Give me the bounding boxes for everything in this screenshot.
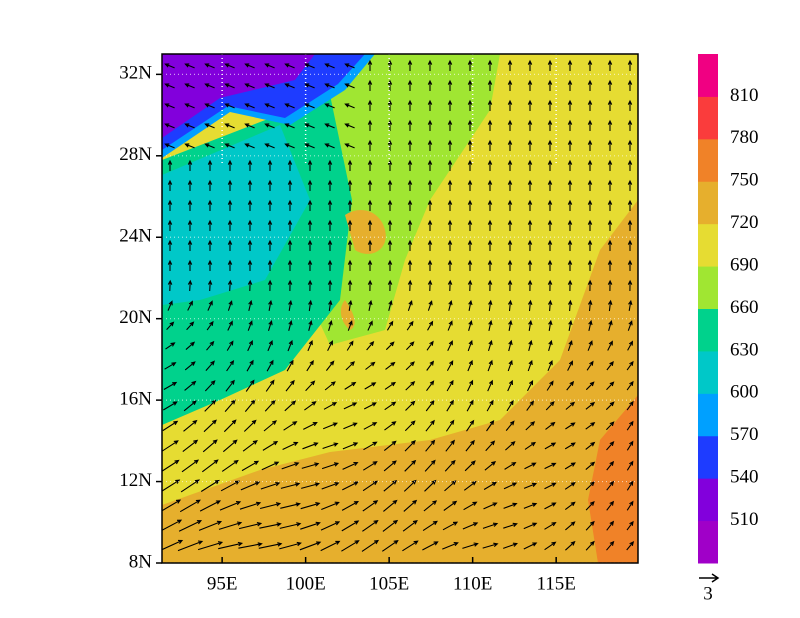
- wind-vectors: [162, 59, 635, 552]
- colorbar-label: 540: [730, 467, 759, 488]
- x-tick-label: 100E: [286, 573, 326, 594]
- y-tick-label: 24N: [119, 226, 152, 247]
- contour-region: [588, 395, 638, 563]
- colorbar-box: [698, 54, 718, 97]
- y-tick-label: 8N: [129, 551, 153, 572]
- colorbar-box: [698, 520, 718, 564]
- contour-region: [162, 54, 315, 138]
- colorbar-label: 570: [730, 424, 759, 445]
- colorbar-box: [698, 435, 718, 479]
- y-tick-label: 32N: [119, 63, 152, 84]
- colorbar-box: [698, 478, 718, 522]
- reference-vector: 3: [699, 573, 720, 604]
- colorbar-label: 510: [730, 509, 759, 530]
- colorbar-box: [698, 223, 718, 267]
- colorbar-box: [698, 181, 718, 225]
- colorbar-box: [698, 350, 718, 394]
- y-tick-label: 12N: [119, 470, 152, 491]
- contour-region: [162, 200, 638, 563]
- colorbar-label: 750: [730, 170, 759, 191]
- field: [162, 54, 638, 563]
- reference-label: 3: [703, 583, 713, 604]
- colorbar-box: [698, 138, 718, 182]
- colorbar-label: 720: [730, 212, 759, 233]
- colorbar-label: 600: [730, 382, 759, 403]
- colorbar-label: 780: [730, 127, 759, 148]
- colorbar-box: [698, 266, 718, 309]
- y-tick-label: 16N: [119, 388, 152, 409]
- y-tick-label: 28N: [119, 144, 152, 165]
- x-tick-label: 115E: [536, 573, 575, 594]
- contour-region: [162, 125, 310, 305]
- grid: [162, 54, 638, 563]
- x-tick-label: 110E: [453, 573, 492, 594]
- colorbar-label: 810: [730, 85, 759, 106]
- x-tick-label: 95E: [207, 573, 238, 594]
- wind-arrows: [162, 59, 635, 552]
- colorbar-box: [698, 393, 718, 437]
- x-tick-label: 105E: [369, 573, 409, 594]
- colorbar-label: 690: [730, 254, 759, 275]
- colorbar: 510 540 570 600 630 660 690 720 750 780 810: [698, 54, 759, 564]
- colorbar-box: [698, 96, 718, 140]
- y-tick-label: 20N: [119, 307, 152, 328]
- colorbar-box: [698, 308, 718, 352]
- axes: 95E 100E 105E 110E 115E 8N 12N 16N 20N 24N 28N 32N: [119, 63, 576, 595]
- colorbar-label: 630: [730, 339, 759, 360]
- map-frame: [161, 53, 639, 564]
- contour-region: [340, 210, 386, 330]
- reference-arrow: [699, 573, 720, 583]
- colorbar-label: 660: [730, 297, 759, 318]
